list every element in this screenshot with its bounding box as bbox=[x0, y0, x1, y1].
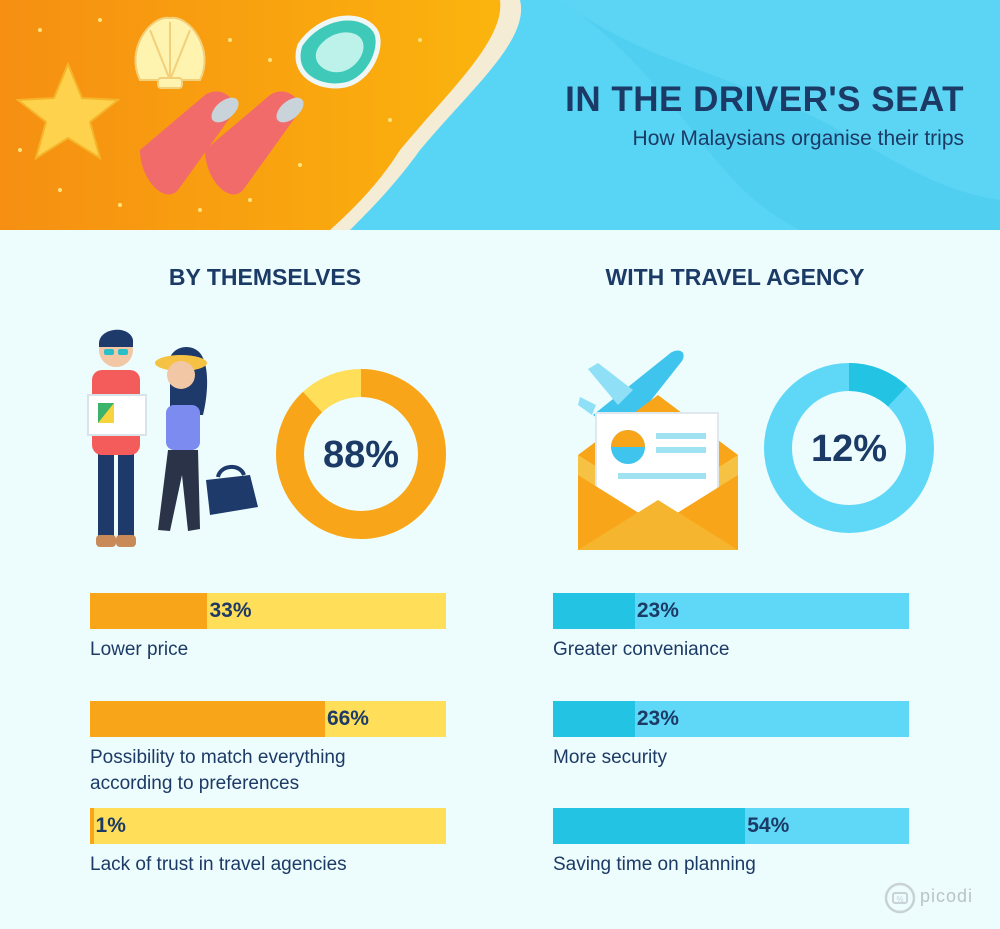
bar-fill bbox=[90, 808, 94, 844]
envelope-icon bbox=[578, 395, 738, 550]
page-subtitle: How Malaysians organise their trips bbox=[632, 127, 964, 150]
travelling-couple-illustration bbox=[87, 329, 258, 547]
bar-fill bbox=[553, 808, 746, 844]
page-title: IN THE DRIVER'S SEAT bbox=[565, 80, 964, 119]
man-figure bbox=[87, 329, 147, 547]
bar-item: 1% Lack of trust in travel agencies bbox=[90, 808, 450, 878]
donut-chart-by-themselves: 88% bbox=[276, 369, 446, 539]
sea-wave-light bbox=[560, 0, 1000, 230]
woman-figure bbox=[155, 346, 258, 531]
bar-value-label: 54% bbox=[747, 814, 790, 837]
bar-track: 1% bbox=[90, 808, 446, 844]
donut-slice-by-themselves bbox=[276, 369, 446, 539]
bar-fill bbox=[90, 701, 325, 737]
picodi-logo-icon: % bbox=[884, 882, 916, 914]
bar-value-label: 33% bbox=[209, 599, 252, 622]
bar-fill bbox=[90, 593, 208, 629]
starfish-icon bbox=[15, 61, 121, 161]
bar-category-label: More security bbox=[553, 747, 668, 768]
svg-text:%: % bbox=[896, 895, 903, 904]
bar-value-label: 1% bbox=[95, 814, 126, 837]
bar-category-label: Possibility to match everything accordin… bbox=[90, 747, 346, 794]
sand-dots bbox=[18, 18, 422, 212]
bar-track: 23% bbox=[553, 701, 909, 737]
column-heading-with-travel-agency: WITH TRAVEL AGENCY bbox=[605, 264, 865, 290]
bar-category-label: Greater conveniance bbox=[553, 639, 730, 660]
sea-wave-shade bbox=[560, 0, 1000, 230]
bar-track: 54% bbox=[553, 808, 909, 844]
bar-item: 23% More security bbox=[553, 701, 913, 771]
beach-scene bbox=[0, 0, 1000, 230]
bar-track: 33% bbox=[90, 593, 446, 629]
donut-value-label: 88% bbox=[323, 434, 399, 476]
header-banner: IN THE DRIVER'S SEAT How Malaysians orga… bbox=[0, 0, 1000, 230]
donut-slice-with-travel-agency bbox=[764, 363, 934, 533]
bar-item: 54% Saving time on planning bbox=[553, 808, 913, 878]
bar-item: 66% Possibility to match everything acco… bbox=[90, 701, 450, 797]
diving-mask-icon bbox=[295, 15, 381, 89]
bar-value-label: 23% bbox=[636, 599, 679, 622]
bar-value-label: 23% bbox=[636, 707, 679, 730]
bar-track: 23% bbox=[553, 593, 909, 629]
seashell-icon bbox=[134, 16, 206, 89]
brand-logo: % picodi bbox=[884, 878, 994, 918]
donut-chart-with-travel-agency: 12% bbox=[764, 363, 934, 533]
flippers-icon bbox=[140, 91, 304, 195]
donut-value-label: 12% bbox=[811, 428, 887, 470]
bar-category-label: Lower price bbox=[90, 639, 189, 660]
column-heading-by-themselves: BY THEMSELVES bbox=[168, 264, 362, 290]
bar-item: 33% Lower price bbox=[90, 593, 450, 663]
brand-name: picodi bbox=[920, 886, 974, 906]
bar-value-label: 66% bbox=[326, 707, 369, 730]
plane-envelope-illustration bbox=[578, 350, 738, 550]
bar-fill bbox=[553, 593, 635, 629]
bar-category-label: Saving time on planning bbox=[553, 854, 756, 875]
bar-track: 66% bbox=[90, 701, 446, 737]
bar-fill bbox=[553, 701, 635, 737]
bar-category-label: Lack of trust in travel agencies bbox=[90, 854, 347, 875]
bar-item: 23% Greater conveniance bbox=[553, 593, 913, 663]
